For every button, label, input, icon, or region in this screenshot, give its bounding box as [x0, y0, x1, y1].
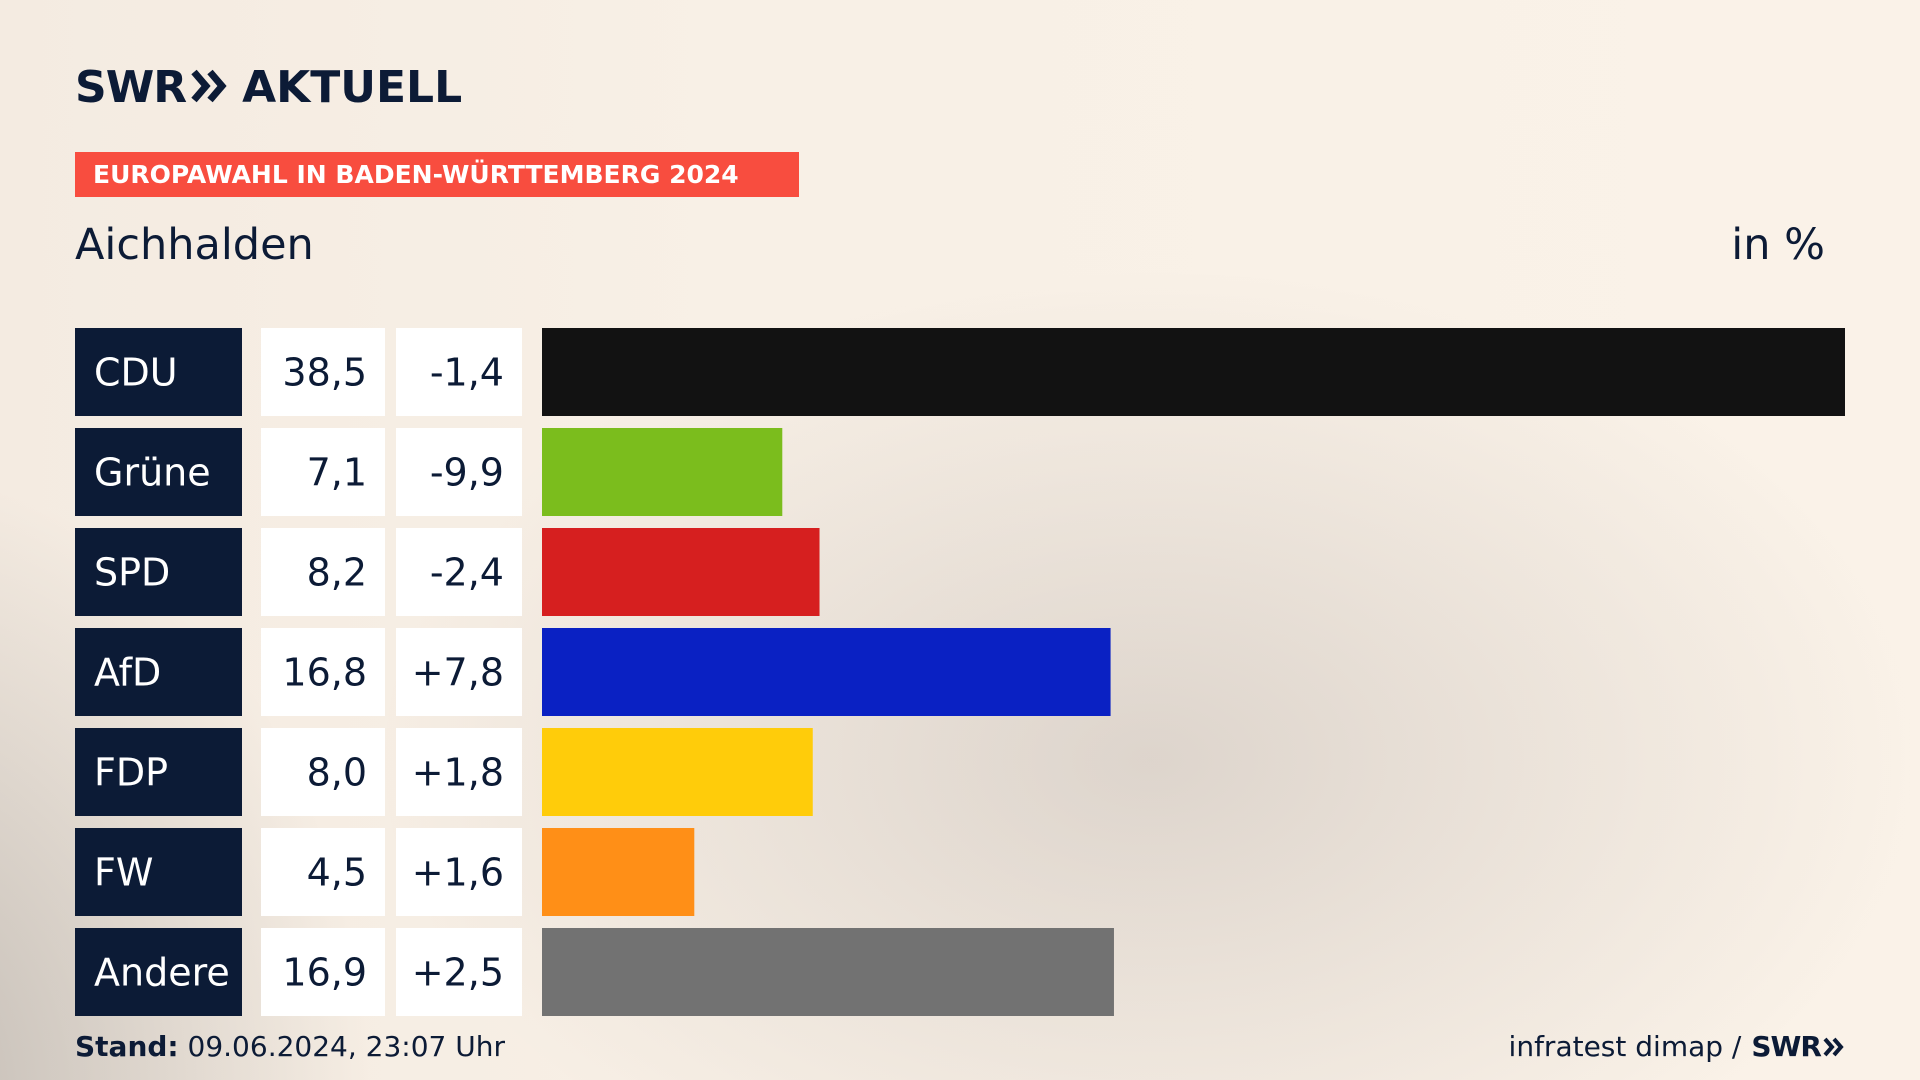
- change-label: +2,5: [412, 951, 504, 995]
- banner-text: EUROPAWAHL IN BADEN-WÜRTTEMBERG 2024: [93, 160, 739, 189]
- value-label: 16,8: [282, 651, 367, 695]
- logo-swr-text: SWR: [75, 62, 187, 113]
- party-label-box: [75, 928, 242, 1016]
- value-box: [261, 428, 385, 516]
- party-label: Andere: [94, 951, 230, 995]
- result-bar: [542, 628, 1111, 716]
- party-label-box: [75, 828, 242, 916]
- value-label: 16,9: [282, 951, 367, 995]
- change-box: [396, 628, 522, 716]
- logo-aktuell-text: AKTUELL: [242, 62, 463, 113]
- value-label: 7,1: [307, 451, 367, 495]
- change-label: -2,4: [430, 551, 504, 595]
- unit-label: in %: [1731, 220, 1825, 270]
- change-label: -9,9: [430, 451, 504, 495]
- change-box: [396, 828, 522, 916]
- timestamp: Stand: 09.06.2024, 23:07 Uhr: [75, 1030, 505, 1063]
- party-label-box: [75, 728, 242, 816]
- party-label: AfD: [94, 651, 161, 695]
- value-box: [261, 728, 385, 816]
- double-chevron-icon: [190, 68, 228, 108]
- value-label: 4,5: [307, 851, 367, 895]
- footer-swr-text: SWR: [1751, 1030, 1822, 1063]
- election-banner: EUROPAWAHL IN BADEN-WÜRTTEMBERG 2024: [75, 152, 799, 197]
- party-label-box: [75, 528, 242, 616]
- party-label: Grüne: [94, 451, 211, 495]
- result-bar: [542, 828, 695, 916]
- change-box: [396, 728, 522, 816]
- value-label: 8,0: [307, 751, 367, 795]
- change-label: +1,8: [412, 751, 504, 795]
- party-label-box: [75, 628, 242, 716]
- result-bar: [542, 528, 820, 616]
- timestamp-label: Stand:: [75, 1030, 179, 1063]
- value-box: [261, 928, 385, 1016]
- party-label: FW: [94, 851, 153, 895]
- footer-chevron-icon: [1823, 1037, 1844, 1056]
- party-label-box: [75, 328, 242, 416]
- party-label: SPD: [94, 551, 170, 595]
- result-bar: [542, 328, 1845, 416]
- value-box: [261, 628, 385, 716]
- value-box: [261, 828, 385, 916]
- timestamp-value: 09.06.2024, 23:07 Uhr: [187, 1030, 505, 1063]
- change-label: -1,4: [430, 351, 504, 395]
- party-label: FDP: [94, 751, 168, 795]
- change-box: [396, 428, 522, 516]
- change-box: [396, 328, 522, 416]
- value-box: [261, 328, 385, 416]
- value-box: [261, 528, 385, 616]
- change-label: +1,6: [412, 851, 504, 895]
- source-credit: infratest dimap / SWR: [1509, 1030, 1845, 1063]
- change-box: [396, 528, 522, 616]
- source-text: infratest dimap /: [1508, 1030, 1742, 1063]
- result-bar: [542, 728, 813, 816]
- result-bar: [542, 428, 783, 516]
- party-label: CDU: [94, 351, 178, 395]
- value-label: 8,2: [307, 551, 367, 595]
- result-bar: [542, 928, 1114, 1016]
- change-box: [396, 928, 522, 1016]
- party-label-box: [75, 428, 242, 516]
- value-label: 38,5: [282, 351, 367, 395]
- swr-aktuell-logo: SWR AKTUELL: [75, 62, 462, 113]
- change-label: +7,8: [412, 651, 504, 695]
- municipality-title: Aichhalden: [75, 220, 314, 270]
